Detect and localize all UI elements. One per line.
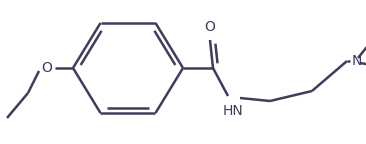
Text: N: N xyxy=(352,54,362,68)
Text: HN: HN xyxy=(223,104,244,118)
Text: O: O xyxy=(205,20,216,34)
Text: O: O xyxy=(42,61,52,75)
